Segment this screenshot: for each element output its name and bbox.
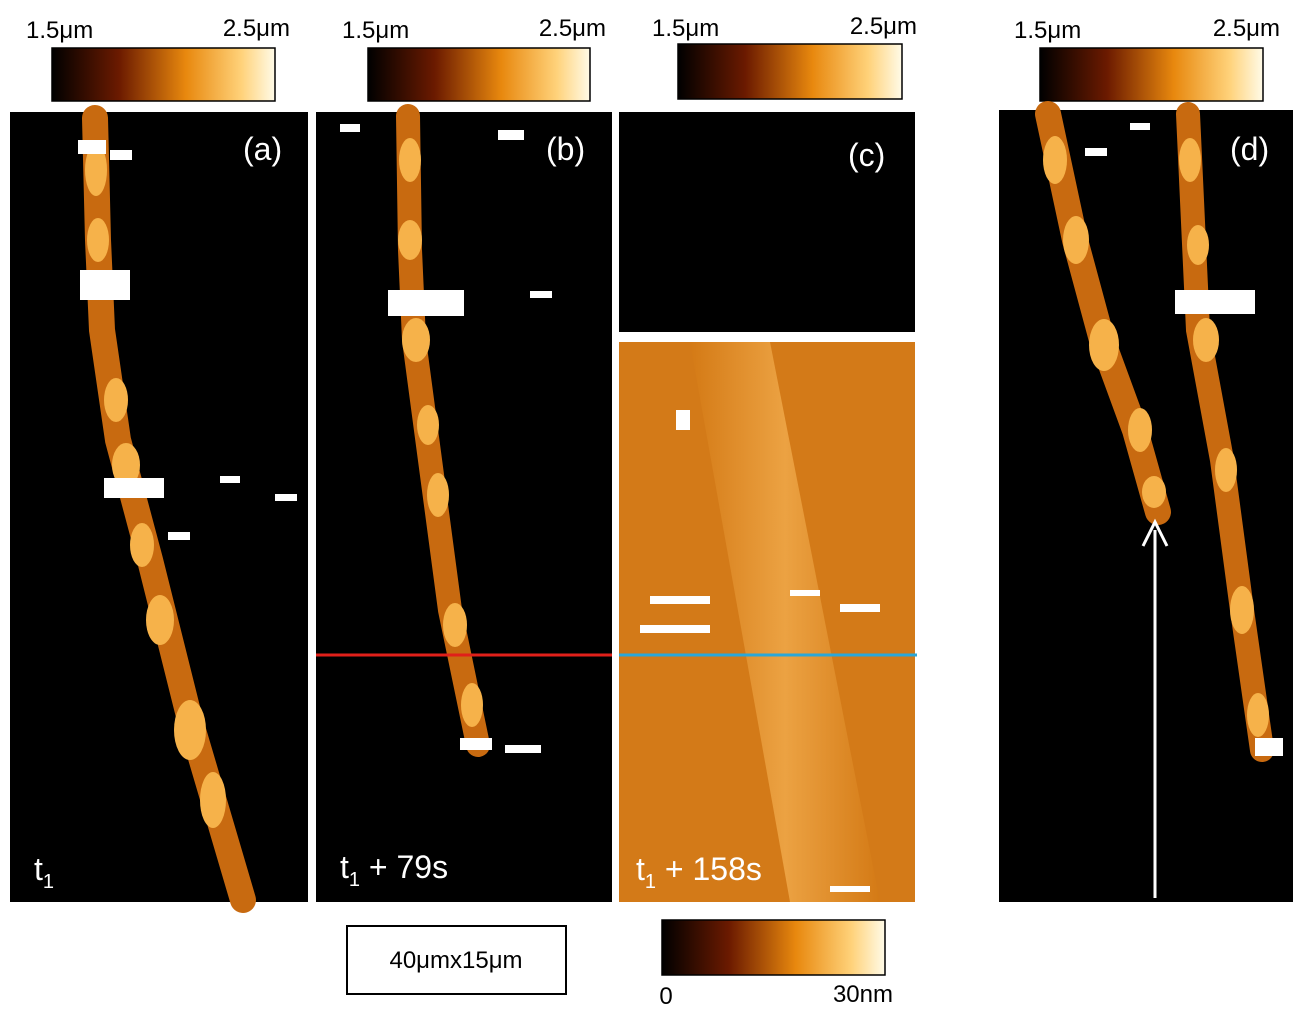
panel-b: (b) t1 + 79s bbox=[316, 104, 612, 902]
colorbar-min: 0 bbox=[659, 983, 672, 1010]
time-base: t bbox=[340, 849, 349, 885]
colorbar-b: 1.5μm 2.5μm bbox=[342, 15, 606, 102]
time-base: t bbox=[636, 851, 645, 887]
panel-label: (c) bbox=[848, 137, 885, 173]
time-sub: 1 bbox=[645, 871, 656, 893]
colorbar-max: 30nm bbox=[833, 981, 893, 1008]
panel-d: (d) bbox=[999, 101, 1293, 902]
colorbar-c: 1.5μm 2.5μm bbox=[652, 13, 917, 100]
time-sub: 1 bbox=[349, 869, 360, 891]
height-colorbar: 0 30nm bbox=[659, 919, 893, 1010]
time-label: t1 bbox=[34, 851, 54, 893]
panel-label: (a) bbox=[243, 131, 282, 167]
colorbar-min: 1.5μm bbox=[26, 17, 93, 44]
colorbar-max: 2.5μm bbox=[850, 13, 917, 40]
time-label: t1 + 79s bbox=[340, 849, 448, 891]
colorbar-a: 1.5μm 2.5μm bbox=[26, 15, 290, 102]
time-label: t1 + 158s bbox=[636, 851, 762, 893]
time-suffix: + 79s bbox=[360, 849, 448, 885]
time-sub: 1 bbox=[43, 871, 54, 893]
time-suffix: + 158s bbox=[656, 851, 762, 887]
panel-a: (a) t1 bbox=[10, 105, 308, 913]
scale-box-text: 40μmx15μm bbox=[389, 947, 522, 974]
panel-label: (b) bbox=[546, 131, 585, 167]
time-base: t bbox=[34, 851, 43, 887]
colorbar-min: 1.5μm bbox=[1014, 17, 1081, 44]
colorbar-max: 2.5μm bbox=[539, 15, 606, 42]
scale-box bbox=[346, 925, 567, 995]
panel-c: (c) t1 + 158s bbox=[619, 112, 917, 902]
colorbar-d: 1.5μm 2.5μm bbox=[1014, 15, 1280, 102]
colorbar-max: 2.5μm bbox=[1213, 15, 1280, 42]
colorbar-min: 1.5μm bbox=[342, 17, 409, 44]
colorbar-max: 2.5μm bbox=[223, 15, 290, 42]
panel-label: (d) bbox=[1230, 131, 1269, 167]
colorbar-min: 1.5μm bbox=[652, 15, 719, 42]
